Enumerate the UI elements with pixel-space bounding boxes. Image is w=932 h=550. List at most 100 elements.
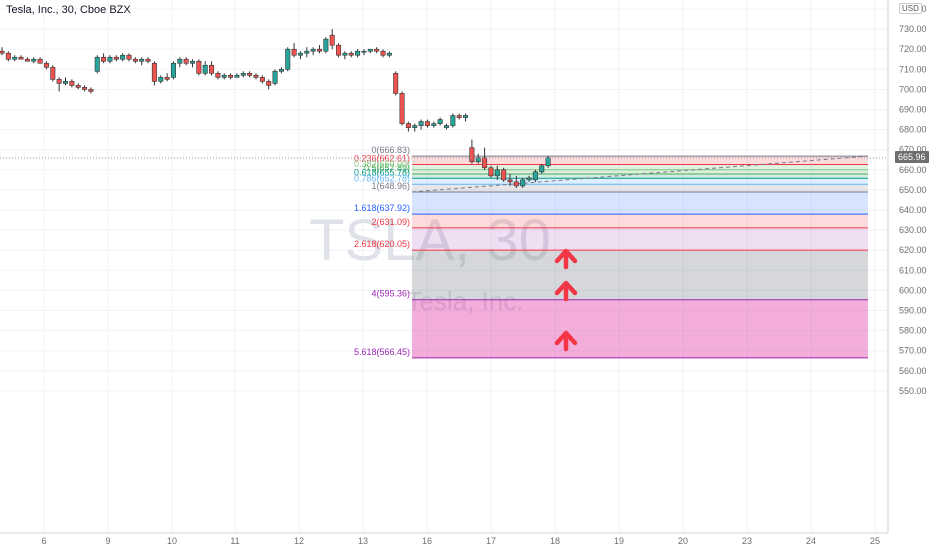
fib-zone-2.618 (412, 250, 868, 300)
candle-body (539, 165, 545, 173)
candle-body (37, 58, 43, 64)
fib-zone-0.618 (412, 178, 868, 185)
candle-body (240, 73, 246, 76)
fib-label-0.382: 0.382(660.00) (354, 159, 410, 169)
candle-body (532, 171, 538, 181)
candle-body (228, 75, 234, 78)
fib-label-1: 1(648.96) (371, 181, 410, 191)
candle-body (526, 177, 532, 181)
candle-body (513, 181, 519, 187)
candle-body (139, 58, 145, 62)
candle-body (272, 71, 278, 84)
price-tick-label: 730.00 (899, 24, 927, 34)
watermark-company: Tesla, Inc. (406, 286, 523, 316)
fib-trend-line[interactable] (411, 155, 869, 193)
candle-body (323, 38, 329, 52)
time-axis[interactable]: 6 9 10 11 12 13 16 17 18 19 20 23 24 25 (0, 532, 888, 546)
candle-body (56, 79, 62, 84)
fib-label-4: 4(595.36) (371, 289, 410, 299)
candlestick-series (0, 29, 551, 188)
price-tick-label: 580.00 (899, 326, 927, 336)
candle-body (107, 56, 113, 62)
candle-body (253, 75, 259, 78)
candle-body (437, 119, 443, 124)
candle-body (520, 179, 526, 187)
fib-label-5.618: 5.618(566.45) (354, 347, 410, 357)
time-tick-label: 10 (167, 536, 177, 546)
time-tick-label: 20 (678, 536, 688, 546)
candle-body (304, 50, 310, 54)
fib-level-labels: 0(666.83)0.236(662.61)0.382(660.00)0.5(6… (354, 145, 410, 357)
fib-zone-0 (412, 156, 868, 165)
candle-body (431, 123, 437, 126)
candle-body (101, 56, 107, 62)
time-tick-label: 19 (614, 536, 624, 546)
candle-body (475, 157, 481, 163)
candle-body (190, 60, 196, 64)
currency-label[interactable]: USD (899, 3, 922, 14)
candle-body (151, 62, 157, 82)
candle-body (412, 125, 418, 128)
fib-zone-1.618 (412, 214, 868, 228)
candle-body (297, 52, 303, 56)
fib-label-0: 0(666.83) (371, 145, 410, 155)
fib-zone-1 (412, 191, 868, 215)
candle-body (18, 56, 24, 60)
candle-body (361, 50, 367, 53)
candle-body (126, 54, 132, 60)
candle-body (215, 73, 221, 78)
price-axis[interactable]: 550.00 560.00 570.00 580.00 590.00 600.00 610.… (887, 0, 927, 533)
candle-body (164, 77, 170, 80)
fib-zone-2 (412, 227, 868, 251)
price-tick-label: 610.00 (899, 265, 927, 275)
time-tick-label: 6 (41, 536, 46, 546)
candle-body (342, 52, 348, 56)
price-tick-label: 700.00 (899, 84, 927, 94)
annotation-arrows (554, 248, 578, 352)
candle-body (5, 52, 11, 60)
fib-level-lines (412, 155, 868, 359)
price-tick-label: 710.00 (899, 64, 927, 74)
candle-body (145, 58, 151, 62)
fib-label-0.236: 0.236(662.61) (354, 154, 410, 164)
candle-body (285, 48, 291, 70)
price-tick-label: 550.00 (899, 386, 927, 396)
candle-body (88, 89, 94, 92)
grid-lines (0, 0, 888, 533)
candle-body (291, 48, 297, 56)
fib-label-0.5: 0.5(657.89) (364, 163, 410, 173)
candle-body (545, 157, 551, 167)
candle-body (69, 81, 75, 86)
time-tick-label: 9 (105, 536, 110, 546)
candle-body (278, 69, 284, 72)
candle-body (266, 81, 272, 86)
time-tick-label: 24 (806, 536, 816, 546)
candle-body (393, 73, 399, 94)
candle-body (355, 50, 361, 56)
candle-body (380, 50, 386, 56)
time-tick-label: 11 (230, 536, 239, 546)
candle-body (507, 179, 513, 183)
candle-body (405, 123, 411, 128)
candle-body (482, 157, 488, 169)
candle-body (183, 58, 189, 64)
candle-body (12, 56, 18, 60)
candle-body (348, 52, 354, 56)
candle-body (24, 58, 30, 62)
candle-body (196, 60, 202, 74)
symbol-title[interactable]: Tesla, Inc., 30, Cboe BZX (6, 4, 131, 16)
candle-body (336, 44, 342, 56)
candle-body (494, 169, 500, 177)
candle-body (177, 58, 183, 64)
fib-zone-0.382 (412, 169, 868, 175)
candle-body (82, 87, 88, 90)
last-price-tag: 665.96 (895, 150, 929, 163)
fib-label-2: 2(631.09) (371, 217, 410, 227)
fib-zone-0.236 (412, 164, 868, 170)
arrow-up-icon (554, 280, 578, 302)
candle-body (367, 48, 373, 52)
time-tick-label: 25 (870, 536, 880, 546)
candle-body (316, 48, 322, 52)
time-tick-label: 23 (742, 536, 752, 546)
